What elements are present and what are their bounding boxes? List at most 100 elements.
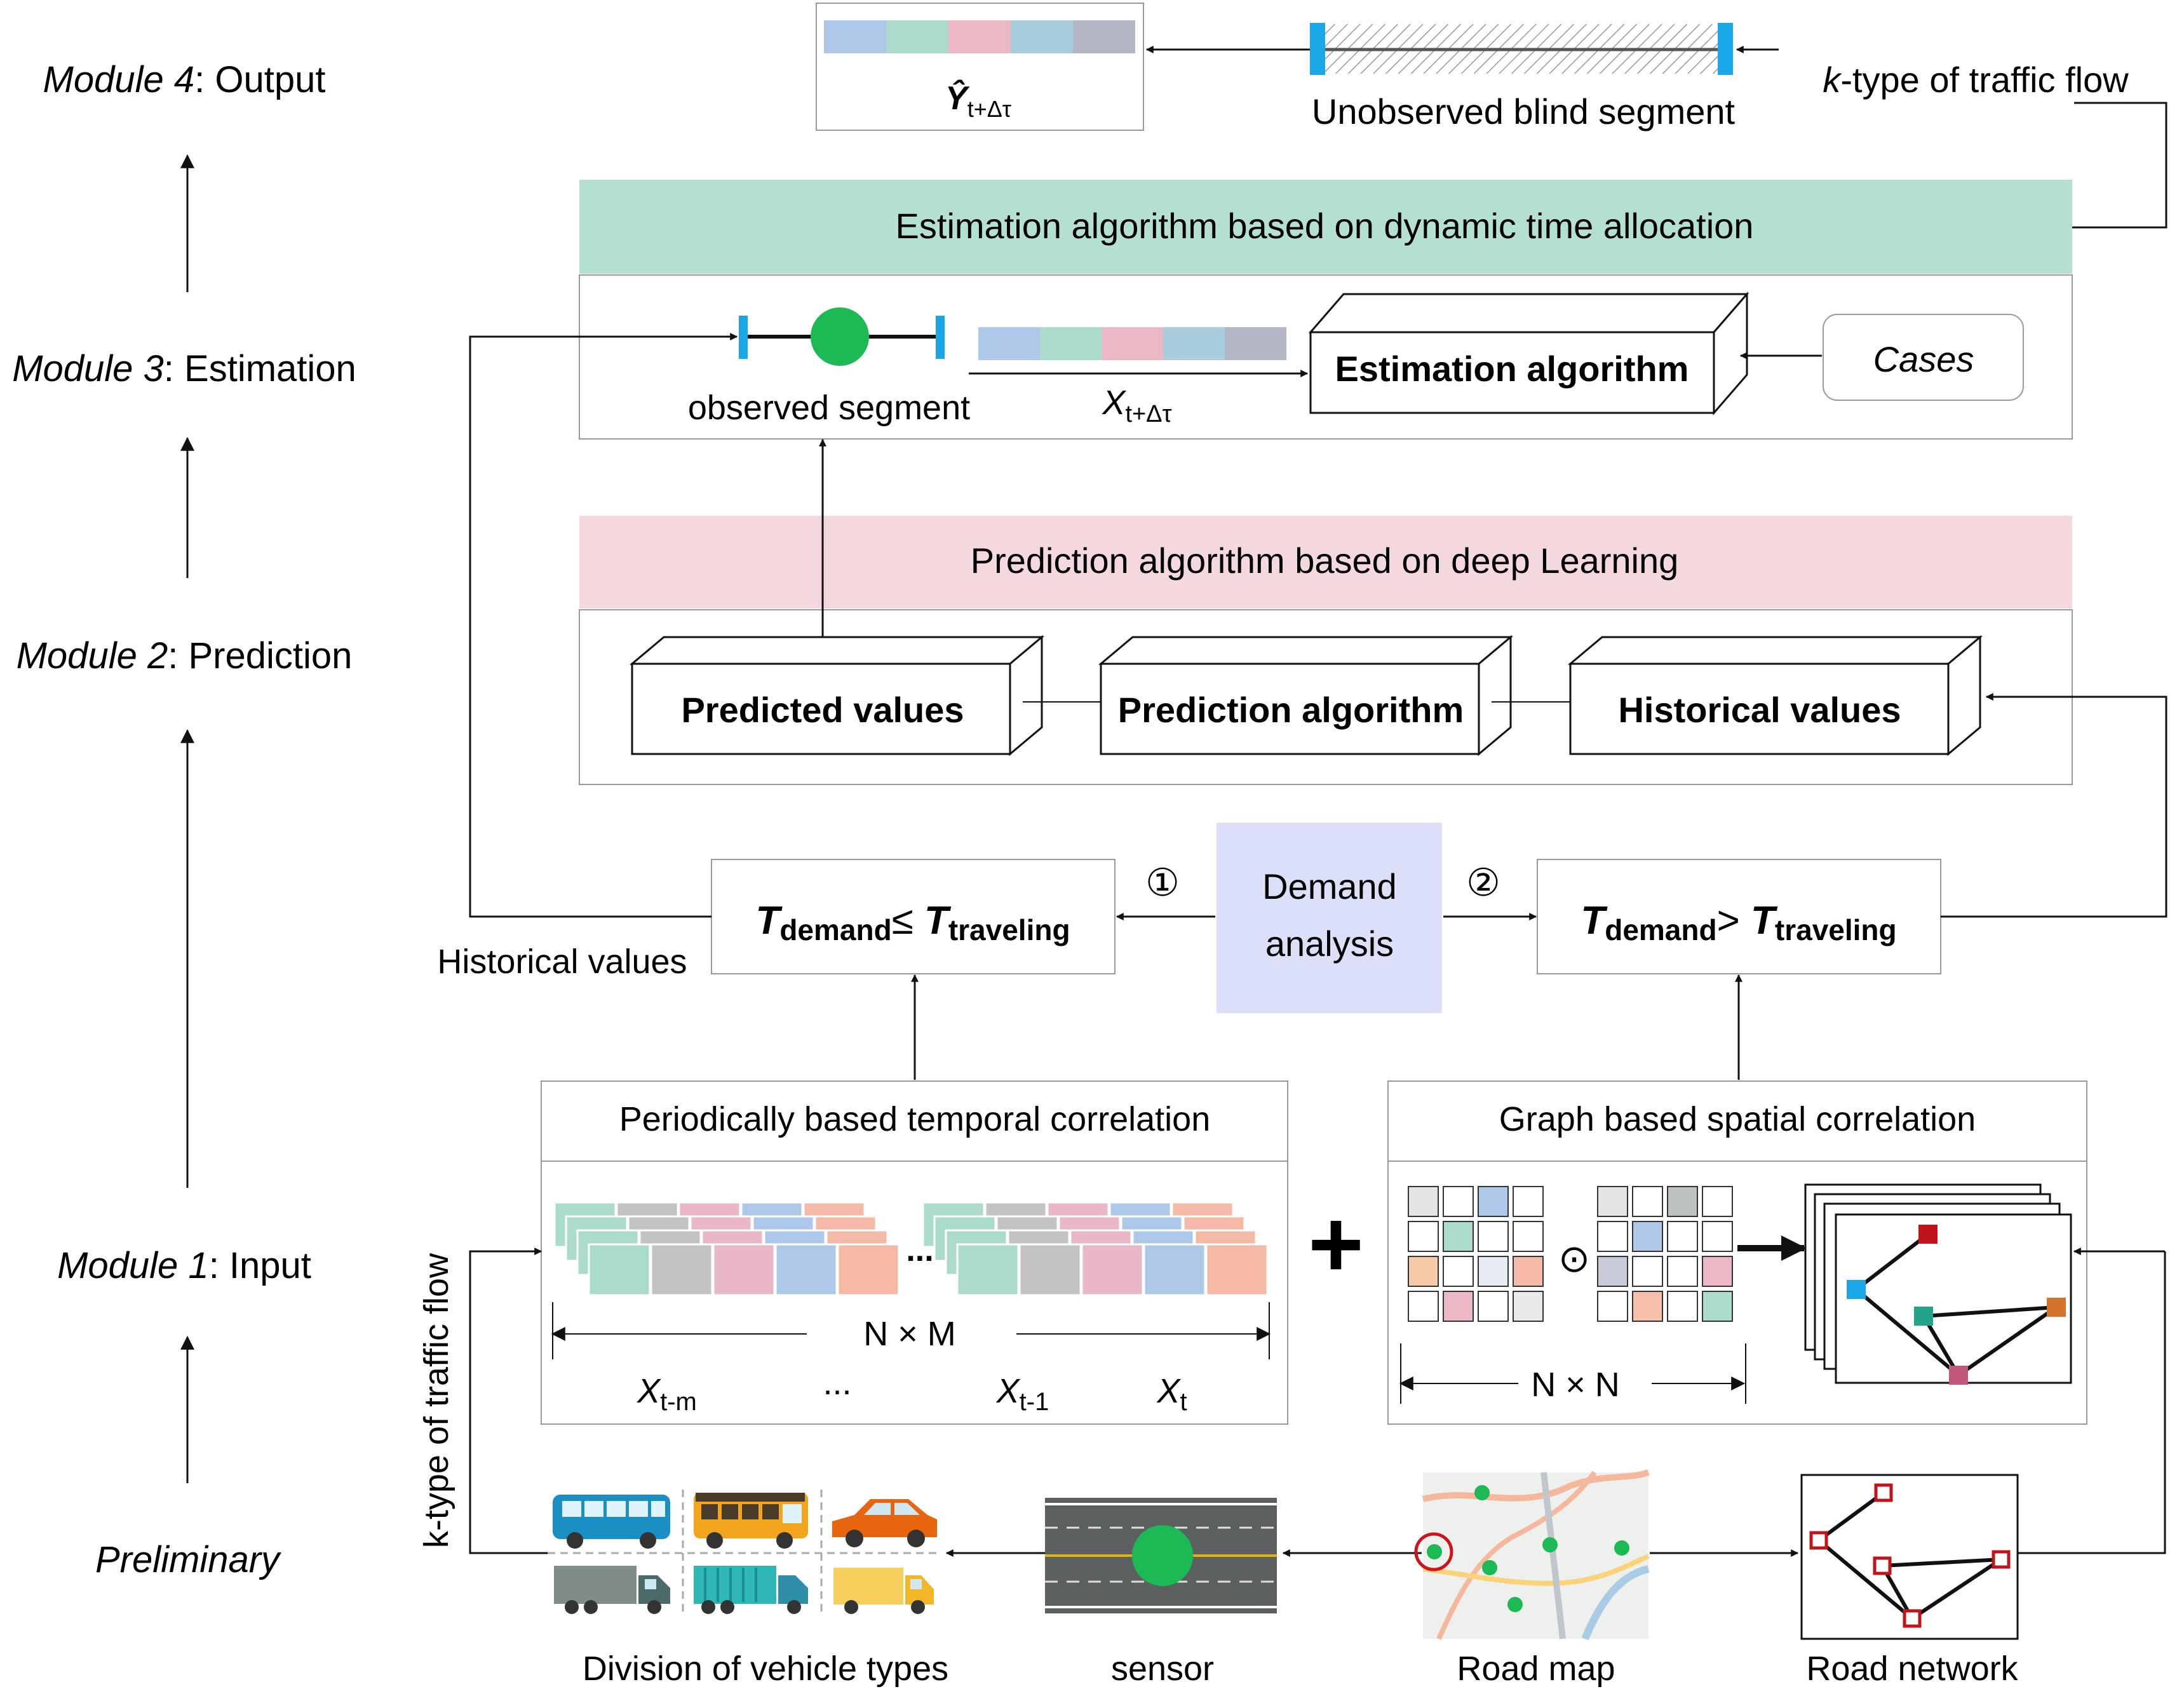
strip-cell <box>1102 327 1163 360</box>
historical-to-observed-arrow <box>469 333 738 918</box>
prediction-algorithm-box <box>1100 663 1480 755</box>
road-network-label: Road network <box>1806 1650 2018 1688</box>
temporal-header: Periodically based temporal correlation <box>619 1100 1210 1138</box>
temporal-cell <box>1018 1243 1082 1296</box>
prediction-algorithm-label: Prediction algorithm <box>1118 690 1464 730</box>
matrix-cell <box>1408 1186 1439 1217</box>
matrix-cell <box>1443 1221 1474 1252</box>
school-bus-icon <box>694 1493 808 1549</box>
prediction-header: Prediction algorithm based on deep Learn… <box>971 541 1679 581</box>
matrix-cell <box>1408 1291 1439 1322</box>
graph-node <box>1847 1280 1866 1299</box>
matrix-cell <box>1513 1221 1544 1252</box>
road-network-icon <box>1800 1474 2019 1640</box>
cases-box <box>1823 314 2024 401</box>
matrix-cell <box>1513 1291 1544 1322</box>
plus-operator: + <box>1308 1190 1364 1297</box>
condition-gt-box <box>1537 859 1941 974</box>
strip-cell <box>1040 327 1102 360</box>
graph-node <box>2047 1298 2066 1317</box>
demand-panel: Demand analysis ① ② Tdemand≤ Ttraveling … <box>437 333 2167 1013</box>
matrix-cell <box>1667 1221 1698 1252</box>
blind-segment-label: Unobserved blind segment <box>1312 91 1736 131</box>
matrix-cell <box>1667 1186 1698 1217</box>
road-map-icon <box>1414 1469 1650 1641</box>
historical-values-path-label: Historical values <box>437 943 687 981</box>
estimation-box-top <box>1308 293 1749 333</box>
temporal-panel: Periodically based temporal correlation … <box>541 974 1288 1425</box>
estimation-algorithm-label: Estimation algorithm <box>1335 349 1689 389</box>
blind-segment-end-marker <box>1718 23 1733 75</box>
graph-node <box>1918 1225 1938 1244</box>
demand-label-line2: analysis <box>1265 924 1394 964</box>
historical-box-top <box>1567 636 1983 665</box>
graph-edges <box>1855 1232 2058 1377</box>
graph-node <box>1914 1307 1933 1326</box>
x-delta-label: Xt+Δτ <box>1101 384 1171 427</box>
strip-cell <box>1225 327 1286 360</box>
predicted-values-box <box>631 663 1011 755</box>
prediction-box-top <box>1098 636 1514 665</box>
estimation-header: Estimation algorithm based on dynamic ti… <box>896 206 1754 246</box>
vehicle-types-label: Division of vehicle types <box>583 1650 948 1688</box>
matrix-cell <box>1632 1186 1663 1217</box>
historical-values-box <box>1569 663 1950 755</box>
matrix-cell <box>1702 1256 1733 1287</box>
truck-icon <box>554 1566 670 1614</box>
matrix-cell <box>1513 1256 1544 1287</box>
sensor-label: sensor <box>1111 1650 1214 1688</box>
graph-card-front <box>1835 1213 2072 1384</box>
car-icon <box>832 1499 937 1547</box>
temporal-cell <box>1143 1243 1206 1296</box>
nn-dims-label: N × N <box>1531 1366 1620 1404</box>
spatial-grids <box>1408 1186 1733 1322</box>
graph-edge <box>1855 1288 1960 1377</box>
estimation-panel: Estimation algorithm based on dynamic ti… <box>579 180 2073 440</box>
estimation-header-bar <box>579 180 2072 274</box>
bus-icon <box>553 1495 670 1549</box>
temporal-cell <box>956 1243 1020 1296</box>
road-sensor-node <box>1132 1525 1193 1586</box>
x-ellipsis-label: ... <box>823 1364 851 1402</box>
graph-edge <box>1923 1305 2057 1318</box>
temporal-cell <box>1205 1243 1269 1296</box>
matrix-cell <box>1478 1256 1509 1287</box>
observed-start-marker <box>739 316 748 359</box>
matrix-cell <box>1702 1221 1733 1252</box>
matrix-cell <box>1408 1256 1439 1287</box>
temporal-cell <box>712 1243 776 1296</box>
estimation-algorithm-box <box>1309 331 1715 414</box>
graph-edge <box>1957 1305 2058 1377</box>
output-panel: Ŷt+Δτ Unobserved blind segment k-type of… <box>816 3 2167 229</box>
graph-node <box>1949 1366 1968 1385</box>
matrix-cell <box>1408 1221 1439 1252</box>
condition-le-label: Tdemand≤ Ttraveling <box>755 899 1070 946</box>
module-3-label: Module 3: Estimation <box>12 348 356 389</box>
temporal-cell <box>837 1243 900 1296</box>
historical-values-label: Historical values <box>1618 690 1901 730</box>
temporal-cell <box>588 1243 651 1296</box>
selected-sensor-ring <box>1414 1532 1453 1571</box>
matrix-cell <box>1702 1291 1733 1322</box>
nm-dims-label: N × M <box>863 1315 956 1353</box>
preliminary-label: Preliminary <box>95 1539 281 1580</box>
k-type-vertical-label: k-type of traffic flow <box>417 1253 455 1548</box>
matrix-cell <box>1632 1256 1663 1287</box>
strip-cell <box>978 327 1040 360</box>
strip-cell <box>1073 20 1135 53</box>
matrix-cell <box>1597 1291 1628 1322</box>
strip-cell <box>886 20 948 53</box>
observed-end-marker <box>936 316 945 359</box>
module-4-label: Module 4: Output <box>43 59 326 100</box>
matrix-cell <box>1478 1186 1509 1217</box>
network-connector <box>2018 1251 2166 1554</box>
strip-cell <box>824 20 886 53</box>
x-t-label: Xt <box>1156 1372 1187 1416</box>
matrix-cell <box>1667 1256 1698 1287</box>
strip-cell <box>1163 327 1225 360</box>
matrix-cell <box>1443 1256 1474 1287</box>
matrix-cell <box>1632 1291 1663 1322</box>
van-icon <box>833 1568 934 1614</box>
matrix-cell <box>1478 1221 1509 1252</box>
